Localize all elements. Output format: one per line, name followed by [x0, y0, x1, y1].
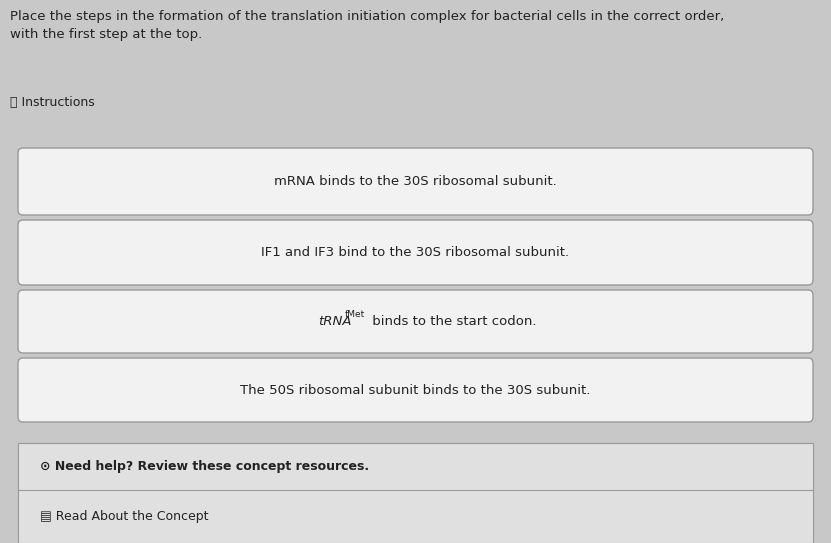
Bar	[18, 443, 813, 543]
Text: fMet: fMet	[345, 310, 365, 319]
Text: The 50S ribosomal subunit binds to the 30S subunit.: The 50S ribosomal subunit binds to the 3…	[240, 383, 591, 396]
FancyBboxPatch shape	[18, 220, 813, 285]
Text: mRNA binds to the 30S ribosomal subunit.: mRNA binds to the 30S ribosomal subunit.	[274, 175, 557, 188]
FancyBboxPatch shape	[18, 148, 813, 215]
Text: with the first step at the top.: with the first step at the top.	[10, 28, 202, 41]
Text: tRNA: tRNA	[318, 315, 352, 328]
Text: ⓘ Instructions: ⓘ Instructions	[10, 96, 95, 109]
Text: IF1 and IF3 bind to the 30S ribosomal subunit.: IF1 and IF3 bind to the 30S ribosomal su…	[262, 246, 569, 259]
FancyBboxPatch shape	[18, 358, 813, 422]
Text: binds to the start codon.: binds to the start codon.	[368, 315, 537, 328]
FancyBboxPatch shape	[18, 290, 813, 353]
Text: ▤ Read About the Concept: ▤ Read About the Concept	[40, 510, 209, 523]
Text: Place the steps in the formation of the translation initiation complex for bacte: Place the steps in the formation of the …	[10, 10, 725, 23]
Text: ⊙ Need help? Review these concept resources.: ⊙ Need help? Review these concept resour…	[40, 460, 369, 473]
